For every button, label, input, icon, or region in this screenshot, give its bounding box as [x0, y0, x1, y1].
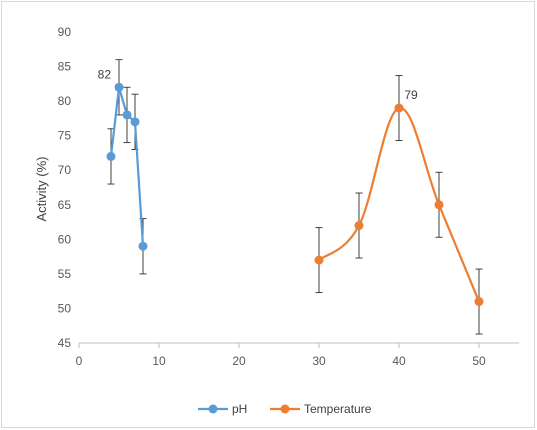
x-tick-label: 40 — [392, 354, 406, 368]
legend-swatch-marker-ph — [208, 404, 218, 414]
y-tick-label: 80 — [58, 94, 72, 108]
y-tick-label: 50 — [58, 301, 72, 315]
x-tick-label: 20 — [232, 354, 246, 368]
y-tick-label: 65 — [58, 198, 72, 212]
y-tick-label: 85 — [58, 60, 72, 74]
error-bars — [107, 59, 483, 335]
x-tick-label: 10 — [152, 354, 166, 368]
ph-data-point — [138, 241, 148, 251]
y-tick-label: 55 — [58, 267, 72, 281]
temperature-data-point — [394, 103, 404, 113]
x-tick-label: 30 — [312, 354, 326, 368]
y-tick-label: 45 — [58, 336, 72, 350]
ph-data-point — [122, 110, 132, 120]
legend-label-ph: pH — [232, 402, 247, 416]
y-tick-label: 70 — [58, 163, 72, 177]
temperature-data-point — [474, 297, 484, 307]
temperature-data-point — [354, 221, 364, 231]
legend-label-temperature: Temperature — [304, 402, 372, 416]
temperature-data-label: 79 — [404, 88, 418, 102]
x-tick-label: 0 — [76, 354, 83, 368]
ph-data-label: 82 — [98, 67, 112, 81]
y-axis-title-group: Activity (%) — [34, 157, 49, 222]
axes: 0 10 20 30 40 50 45 50 55 60 65 70 75 80 85 90 — [58, 25, 519, 368]
y-tick-label: 75 — [58, 129, 72, 143]
series-points — [106, 82, 484, 307]
y-tick-label: 90 — [58, 25, 72, 39]
ph-data-point — [130, 117, 140, 127]
y-tick-label: 60 — [58, 232, 72, 246]
ph-data-point — [114, 82, 124, 92]
x-tick-label: 50 — [472, 354, 486, 368]
temperature-data-point — [314, 255, 324, 265]
legend: pH Temperature — [198, 402, 372, 416]
ph-data-point — [106, 151, 116, 161]
y-axis-title: Activity (%) — [34, 157, 49, 222]
temperature-data-point — [434, 200, 444, 210]
series-lines — [109, 86, 481, 302]
legend-swatch-marker-temperature — [280, 404, 290, 414]
data-labels: 82 79 — [98, 67, 418, 102]
